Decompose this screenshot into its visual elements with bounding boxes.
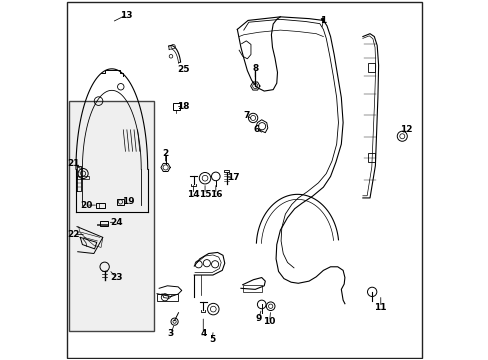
Bar bbox=[172, 103, 180, 110]
Text: 6: 6 bbox=[253, 125, 260, 134]
Text: 20: 20 bbox=[80, 201, 92, 210]
Text: 10: 10 bbox=[263, 317, 275, 326]
Text: 8: 8 bbox=[252, 64, 258, 73]
Bar bbox=[367, 63, 375, 72]
Text: 24: 24 bbox=[110, 218, 122, 227]
Text: 13: 13 bbox=[120, 10, 132, 19]
Text: 25: 25 bbox=[177, 65, 189, 74]
Text: 7: 7 bbox=[243, 111, 249, 120]
Bar bbox=[367, 153, 375, 162]
Text: 21: 21 bbox=[67, 159, 80, 168]
Text: 9: 9 bbox=[255, 314, 262, 323]
Text: 18: 18 bbox=[177, 102, 189, 111]
Text: 2: 2 bbox=[162, 149, 168, 158]
Text: 14: 14 bbox=[187, 190, 200, 199]
Text: 3: 3 bbox=[167, 329, 174, 338]
Text: 11: 11 bbox=[374, 303, 386, 312]
Text: 19: 19 bbox=[122, 197, 134, 206]
Bar bbox=[224, 170, 228, 172]
Text: 17: 17 bbox=[227, 173, 240, 182]
Bar bbox=[77, 176, 89, 179]
Bar bbox=[242, 285, 262, 292]
Text: 12: 12 bbox=[399, 125, 411, 134]
Text: 5: 5 bbox=[209, 335, 215, 344]
Bar bbox=[96, 203, 105, 208]
Text: 16: 16 bbox=[209, 190, 222, 199]
Text: 23: 23 bbox=[110, 273, 122, 282]
Text: 15: 15 bbox=[199, 190, 211, 199]
Bar bbox=[117, 199, 123, 205]
Text: 1: 1 bbox=[320, 16, 326, 25]
Bar bbox=[69, 101, 154, 330]
Bar bbox=[100, 221, 108, 226]
Text: 22: 22 bbox=[67, 230, 80, 239]
Bar bbox=[156, 294, 178, 301]
Text: 4: 4 bbox=[200, 329, 206, 338]
